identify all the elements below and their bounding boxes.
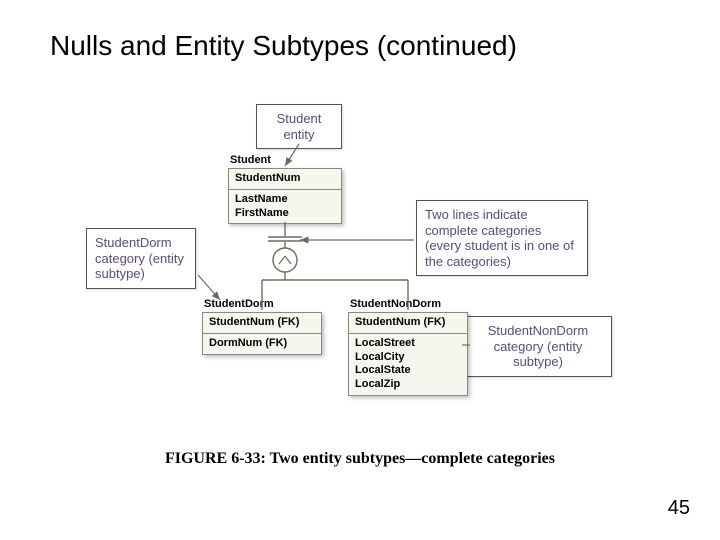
callout-nondorm-subtype: StudentNonDorm category (entity subtype) bbox=[464, 316, 612, 377]
entity-student-attrs: LastName FirstName bbox=[229, 189, 341, 224]
entity-student: StudentNum LastName FirstName bbox=[228, 168, 342, 224]
attr-localstate: LocalState bbox=[355, 364, 461, 378]
entity-studentdorm-pk: StudentNum (FK) bbox=[203, 313, 321, 333]
figure-caption: FIGURE 6-33: Two entity subtypes—complet… bbox=[0, 450, 720, 468]
entity-student-name: Student bbox=[230, 154, 271, 166]
entity-studentdorm: StudentNum (FK) DormNum (FK) bbox=[202, 312, 322, 355]
entity-studentdorm-attr-dorm: DormNum (FK) bbox=[203, 333, 321, 354]
callout-complete-note: Two lines indicate complete categories (… bbox=[416, 200, 588, 276]
entity-studentnondorm-attrs: LocalStreet LocalCity LocalState LocalZi… bbox=[349, 333, 467, 395]
entity-studentnondorm-pk: StudentNum (FK) bbox=[349, 313, 467, 333]
page-number: 45 bbox=[668, 497, 690, 520]
entity-student-pk: StudentNum bbox=[229, 169, 341, 189]
entity-studentnondorm-name: StudentNonDorm bbox=[350, 298, 441, 310]
entity-student-attr-lastname: LastName bbox=[235, 193, 335, 207]
page-title: Nulls and Entity Subtypes (continued) bbox=[50, 30, 517, 62]
attr-localcity: LocalCity bbox=[355, 351, 461, 365]
attr-localstreet: LocalStreet bbox=[355, 337, 461, 351]
entity-studentnondorm: StudentNum (FK) LocalStreet LocalCity Lo… bbox=[348, 312, 468, 396]
entity-student-attr-firstname: FirstName bbox=[235, 207, 335, 221]
entity-studentdorm-name: StudentDorm bbox=[204, 298, 274, 310]
attr-localzip: LocalZip bbox=[355, 378, 461, 392]
callout-student-entity: Student entity bbox=[256, 104, 342, 149]
callout-dorm-subtype: StudentDorm category (entity subtype) bbox=[86, 228, 196, 289]
